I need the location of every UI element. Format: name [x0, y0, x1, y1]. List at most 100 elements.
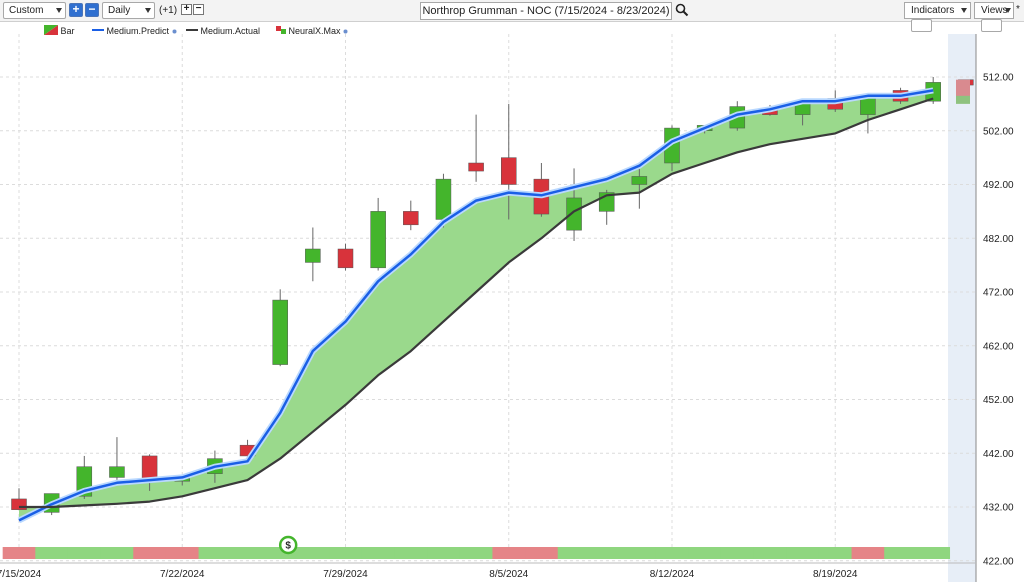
search-icon[interactable] [675, 3, 689, 17]
offset-increase-button[interactable]: + [181, 4, 192, 15]
signal-bar-segment [329, 547, 363, 559]
period-select[interactable]: Custom [3, 2, 66, 19]
signal-bar-segment [35, 547, 69, 559]
signal-bar-segment [361, 547, 395, 559]
chevron-down-icon [1005, 8, 1011, 13]
x-tick-label: 8/19/2024 [813, 569, 858, 580]
y-tick-label: 502.00 [983, 126, 1014, 137]
period-select-value: Custom [9, 5, 44, 16]
x-tick-label: 7/29/2024 [323, 569, 368, 580]
signal-bar-segment [655, 547, 689, 559]
signal-bar-segment [753, 547, 787, 559]
signal-bar-segment [427, 547, 461, 559]
signal-bar-segment [2, 547, 36, 559]
legend-bar-label: Bar [60, 26, 75, 36]
legend-neuralx-label: NeuralX.Max [288, 26, 341, 36]
indicators-label: Indicators [911, 5, 955, 16]
chevron-down-icon [56, 8, 62, 13]
candle-body[interactable] [501, 157, 517, 185]
x-tick-label: 8/5/2024 [489, 569, 528, 580]
y-tick-label: 432.00 [983, 503, 1014, 514]
offset-label: (+1) [159, 5, 178, 16]
signal-bar-segment [100, 547, 134, 559]
y-tick-label: 482.00 [983, 234, 1014, 245]
signal-bar-segment [818, 547, 853, 559]
y-tick-label: 422.00 [983, 556, 1014, 567]
dividend-icon[interactable]: $ [278, 535, 298, 555]
zoom-in-button[interactable]: + [69, 3, 83, 17]
svg-text:$: $ [285, 541, 291, 552]
signal-bar-segment [786, 547, 820, 559]
y-tick-label: 492.00 [983, 180, 1014, 191]
interval-select[interactable]: Daily [102, 2, 155, 19]
y-tick-label: 442.00 [983, 449, 1014, 460]
signal-bar-segment [916, 547, 951, 559]
candle-body[interactable] [468, 162, 484, 172]
symbol-title-field[interactable]: Northrop Grumman - NOC (7/15/2024 - 8/23… [420, 2, 672, 20]
candle-body[interactable] [337, 248, 354, 269]
signal-bar-segment [133, 547, 167, 559]
views-label: Views [981, 5, 1008, 16]
line-swatch-icon [92, 29, 104, 31]
views-extra-label: * [1016, 4, 1020, 15]
candle-body[interactable] [11, 498, 27, 510]
indicators-button[interactable]: Indicators [904, 2, 971, 32]
candle-body[interactable] [272, 299, 288, 365]
candle-body[interactable] [403, 211, 419, 226]
bar-swatch-icon [44, 25, 58, 35]
x-tick-label: 8/12/2024 [650, 569, 695, 580]
candle-body[interactable] [141, 455, 158, 481]
candle-body[interactable] [566, 197, 582, 231]
legend-predict-label: Medium.Predict [106, 26, 170, 36]
signal-bar-segment [198, 547, 232, 559]
signal-bar-segment [688, 547, 722, 559]
candle-body[interactable] [631, 176, 648, 185]
signal-bar-segment [394, 547, 428, 559]
line-swatch-icon [186, 29, 198, 31]
x-tick-label: 7/22/2024 [160, 569, 205, 580]
legend-item-predict[interactable]: Medium.Predict [92, 25, 177, 37]
signal-bar-segment [459, 547, 493, 559]
signal-bar-segment [296, 547, 330, 559]
y-tick-label: 462.00 [983, 341, 1014, 352]
candle-body[interactable] [435, 178, 452, 220]
candle-body[interactable] [109, 466, 125, 478]
forecast-candle-lower [956, 95, 970, 104]
y-tick-label: 452.00 [983, 395, 1014, 406]
candle-body[interactable] [305, 248, 321, 263]
forecast-candle-upper [956, 79, 970, 99]
signal-bar-segment [525, 547, 559, 559]
y-tick-label: 472.00 [983, 288, 1014, 299]
price-chart[interactable]: 512.00 502.00 492.00 482.00 472.00 462.00 452.… [0, 22, 1024, 582]
neuralx-swatch-icon [276, 26, 286, 34]
chevron-down-icon [961, 8, 967, 13]
signal-bar-segment [884, 547, 918, 559]
signal-bar-segment [720, 547, 755, 559]
interval-select-value: Daily [108, 5, 131, 16]
signal-bar-segment [623, 547, 657, 559]
settings-dot-icon[interactable] [343, 29, 348, 34]
signal-bar-segment [67, 547, 102, 559]
signal-bar-segment [590, 547, 624, 559]
y-tick-label: 512.00 [983, 73, 1014, 84]
x-tick-label: 7/15/2024 [0, 569, 42, 580]
signal-bar-segment [851, 547, 885, 559]
signal-bar-segment [231, 547, 265, 559]
legend-item-bar[interactable]: Bar [44, 25, 75, 37]
candle-body[interactable] [370, 211, 386, 269]
signal-bar-segment [165, 547, 200, 559]
views-button[interactable]: Views [974, 2, 1014, 32]
legend-actual-label: Medium.Actual [200, 26, 261, 36]
zoom-out-button[interactable]: − [85, 3, 99, 17]
toolbar: Custom + − Daily (+1) + − Northrop Grumm… [0, 0, 1024, 32]
signal-bar-segment [557, 547, 591, 559]
forecast-band [948, 34, 976, 582]
legend-item-neuralx[interactable]: NeuralX.Max [276, 25, 348, 37]
chevron-down-icon [145, 8, 151, 13]
offset-decrease-button[interactable]: − [193, 4, 204, 15]
legend-item-actual[interactable]: Medium.Actual [186, 25, 260, 37]
settings-dot-icon[interactable] [172, 29, 177, 34]
signal-bar-segment [492, 547, 526, 559]
medium-predict-line[interactable] [18, 89, 934, 522]
medium-actual-line[interactable] [19, 97, 934, 509]
